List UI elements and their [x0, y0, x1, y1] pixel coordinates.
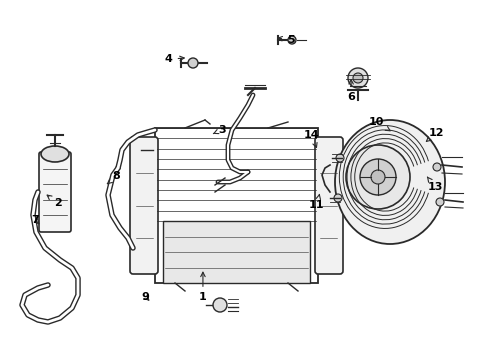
Text: 12: 12 [426, 128, 443, 141]
FancyBboxPatch shape [39, 152, 71, 232]
Text: 7: 7 [31, 215, 39, 225]
Text: 10: 10 [368, 117, 389, 131]
Circle shape [359, 159, 395, 195]
Text: 5: 5 [277, 35, 294, 45]
FancyBboxPatch shape [130, 137, 158, 274]
Text: 3: 3 [213, 125, 226, 135]
Circle shape [370, 170, 384, 184]
Circle shape [333, 194, 341, 202]
Bar [155, 128, 317, 283]
Text: 9: 9 [142, 292, 149, 302]
Text: 6: 6 [346, 80, 354, 102]
Circle shape [432, 163, 440, 171]
Text: 13: 13 [427, 177, 442, 192]
Text: 8: 8 [107, 171, 120, 184]
Text: 1: 1 [199, 272, 206, 302]
Circle shape [346, 145, 409, 209]
Circle shape [435, 198, 443, 206]
FancyBboxPatch shape [314, 137, 342, 274]
Circle shape [352, 73, 362, 83]
Circle shape [347, 68, 367, 88]
Circle shape [335, 154, 343, 162]
Text: 14: 14 [304, 130, 319, 147]
Bar [163, 221, 309, 283]
Text: 2: 2 [47, 195, 61, 208]
Circle shape [187, 58, 198, 68]
Text: 11: 11 [308, 194, 324, 210]
Ellipse shape [334, 120, 444, 244]
Ellipse shape [41, 146, 69, 162]
Circle shape [213, 298, 226, 312]
Circle shape [287, 36, 295, 44]
Text: 4: 4 [164, 54, 184, 64]
